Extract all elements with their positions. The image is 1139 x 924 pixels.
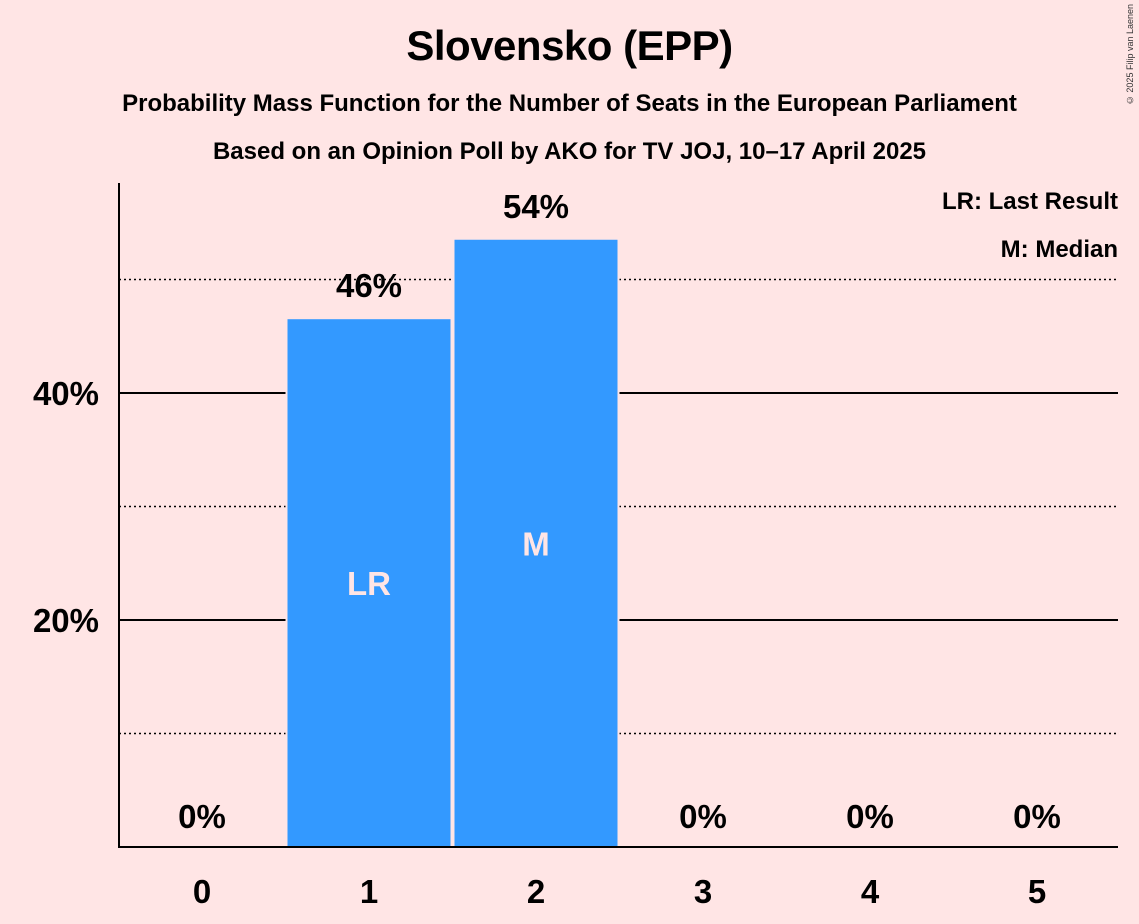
bars: [285, 237, 620, 847]
legend-median: M: Median: [1001, 236, 1118, 263]
bar: [287, 319, 451, 847]
y-tick-label: 40%: [33, 375, 99, 412]
axes: [118, 183, 1118, 848]
data-label: 46%: [336, 267, 402, 304]
x-tick-label: 2: [527, 873, 545, 910]
chart-source: Based on an Opinion Poll by AKO for TV J…: [212, 138, 927, 165]
x-tick-label: 0: [193, 873, 211, 910]
y-tick-label: 20%: [33, 602, 99, 639]
x-tick-label: 1: [360, 873, 378, 910]
chart-title: Slovensko (EPP): [406, 22, 733, 69]
data-label: 0%: [846, 798, 894, 835]
chart-subtitle: Probability Mass Function for the Number…: [122, 90, 1017, 117]
x-tick-label: 5: [1028, 873, 1046, 910]
legend-last-result: LR: Last Result: [942, 188, 1118, 215]
data-label: 0%: [679, 798, 727, 835]
x-tick-label: 3: [694, 873, 712, 910]
bar: [454, 239, 618, 847]
data-label: 54%: [503, 188, 569, 225]
data-label: 0%: [178, 798, 226, 835]
bar-marker: M: [522, 525, 550, 562]
x-tick-label: 4: [861, 873, 880, 910]
bar-marker: LR: [347, 565, 391, 602]
data-label: 0%: [1013, 798, 1061, 835]
